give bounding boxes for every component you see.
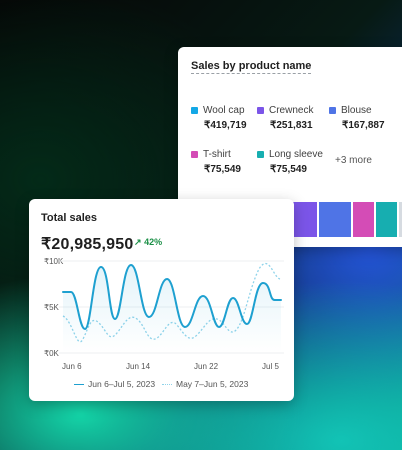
total-sales-value: ₹20,985,950	[41, 236, 134, 253]
arrow-up-right-icon: ↗	[134, 237, 142, 247]
legend-previous-period[interactable]: May 7–Jun 5, 2023	[162, 379, 248, 389]
bar-segment-t-shirt[interactable]	[353, 202, 374, 237]
y-tick-label: ₹0K	[44, 349, 59, 358]
legend-label: T-shirt	[203, 149, 231, 160]
bar-segment-long-sleeve[interactable]	[376, 202, 397, 237]
total-sales-card: Total sales ₹20,985,950 ↗ 42% ₹10K ₹5K ₹…	[29, 199, 294, 401]
x-tick-label: Jul 5	[262, 362, 279, 371]
legend-label: Jun 6–Jul 5, 2023	[88, 379, 156, 389]
legend-value: ₹75,549	[270, 164, 307, 175]
dotted-line-icon	[162, 384, 172, 386]
legend-label: Crewneck	[269, 105, 314, 116]
y-tick-label: ₹10K	[44, 257, 64, 266]
legend-value: ₹251,831	[270, 120, 313, 131]
legend-label: Long sleeve	[269, 149, 323, 160]
x-tick-label: Jun 14	[126, 362, 151, 371]
legend-swatch	[329, 107, 336, 114]
legend-value: ₹419,719	[204, 120, 247, 131]
change-badge: ↗ 42%	[134, 237, 162, 248]
legend-swatch	[191, 151, 198, 158]
legend-value: ₹167,887	[342, 120, 385, 131]
total-sales-title: Total sales	[41, 212, 98, 224]
x-tick-label: Jun 22	[194, 362, 219, 371]
sales-by-product-title[interactable]: Sales by product name	[191, 60, 312, 74]
legend-swatch	[257, 151, 264, 158]
legend-label: May 7–Jun 5, 2023	[176, 379, 249, 389]
legend-label: Wool cap	[203, 105, 245, 116]
sales-trend-chart[interactable]	[59, 259, 284, 361]
solid-line-icon	[74, 384, 84, 386]
current-period-line	[62, 263, 282, 331]
legend-value: ₹75,549	[204, 164, 241, 175]
legend-swatch	[257, 107, 264, 114]
x-tick-label: Jun 6	[62, 362, 82, 371]
y-tick-label: ₹5K	[44, 303, 59, 312]
legend-current-period[interactable]: Jun 6–Jul 5, 2023	[74, 379, 155, 389]
more-products-link[interactable]: +3 more	[335, 155, 372, 166]
change-percent: 42%	[144, 237, 163, 247]
bar-segment-blouse[interactable]	[319, 202, 351, 237]
current-period-area	[63, 265, 281, 353]
legend-swatch	[191, 107, 198, 114]
legend-label: Blouse	[341, 105, 372, 116]
bar-segment-others[interactable]	[399, 202, 402, 237]
